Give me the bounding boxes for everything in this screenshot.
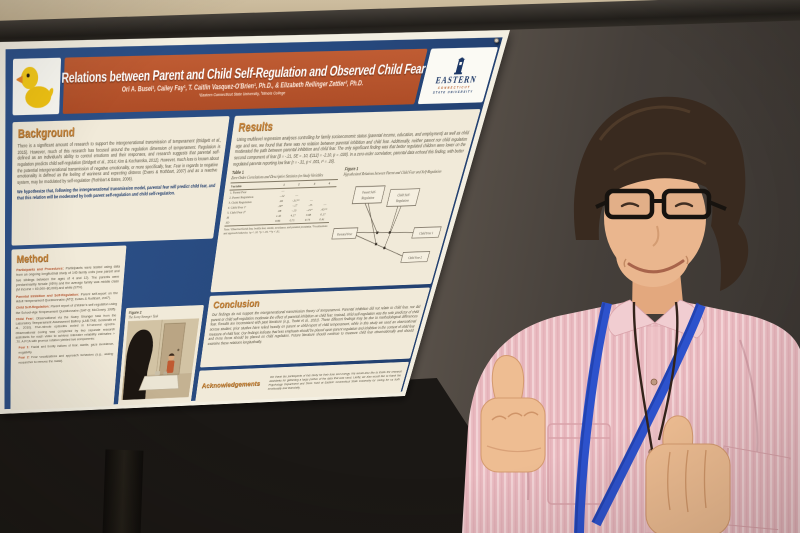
nose	[652, 225, 660, 247]
thumb	[491, 355, 525, 409]
poster-navy-field: Relations between Parent and Child Self-…	[4, 37, 503, 411]
diagram-label: Child Fear 2	[407, 255, 422, 260]
eye-right	[674, 202, 694, 208]
shirt-button	[650, 378, 658, 386]
fist	[480, 397, 546, 473]
poster-pin	[494, 38, 499, 43]
glasses-lens-left	[604, 188, 655, 220]
diagram-label: Parental Fear	[336, 232, 353, 237]
diagram-label: Regulation	[361, 195, 375, 200]
lanyard	[574, 301, 706, 533]
shirt-collar-left	[607, 299, 656, 337]
eye-left	[620, 202, 640, 208]
duck-logo-box	[12, 57, 62, 116]
face	[604, 157, 706, 287]
diagram-label: Child Self-	[397, 193, 411, 198]
figure1-block: Figure 1 Hypothesized Relations between …	[321, 163, 460, 280]
duck-logo-icon	[16, 66, 54, 109]
diagram-label: Parent Self-	[362, 190, 377, 195]
smile	[627, 259, 685, 274]
section-results: Results Using multilevel regression anal…	[210, 109, 481, 293]
hair	[573, 96, 749, 292]
path-diagram: Parent Self- Regulation Child Self- Regu…	[322, 176, 457, 276]
fist	[645, 443, 731, 533]
diagram-label: Regulation	[395, 198, 409, 203]
glasses-lens-right	[661, 188, 712, 220]
thumbs-up-left-hand	[480, 355, 546, 473]
research-poster: Relations between Parent and Child Self-…	[0, 29, 511, 415]
diagram-label: Child Fear 1	[418, 231, 433, 236]
glasses	[595, 188, 727, 220]
thumbs-up-right-hand	[645, 415, 800, 533]
